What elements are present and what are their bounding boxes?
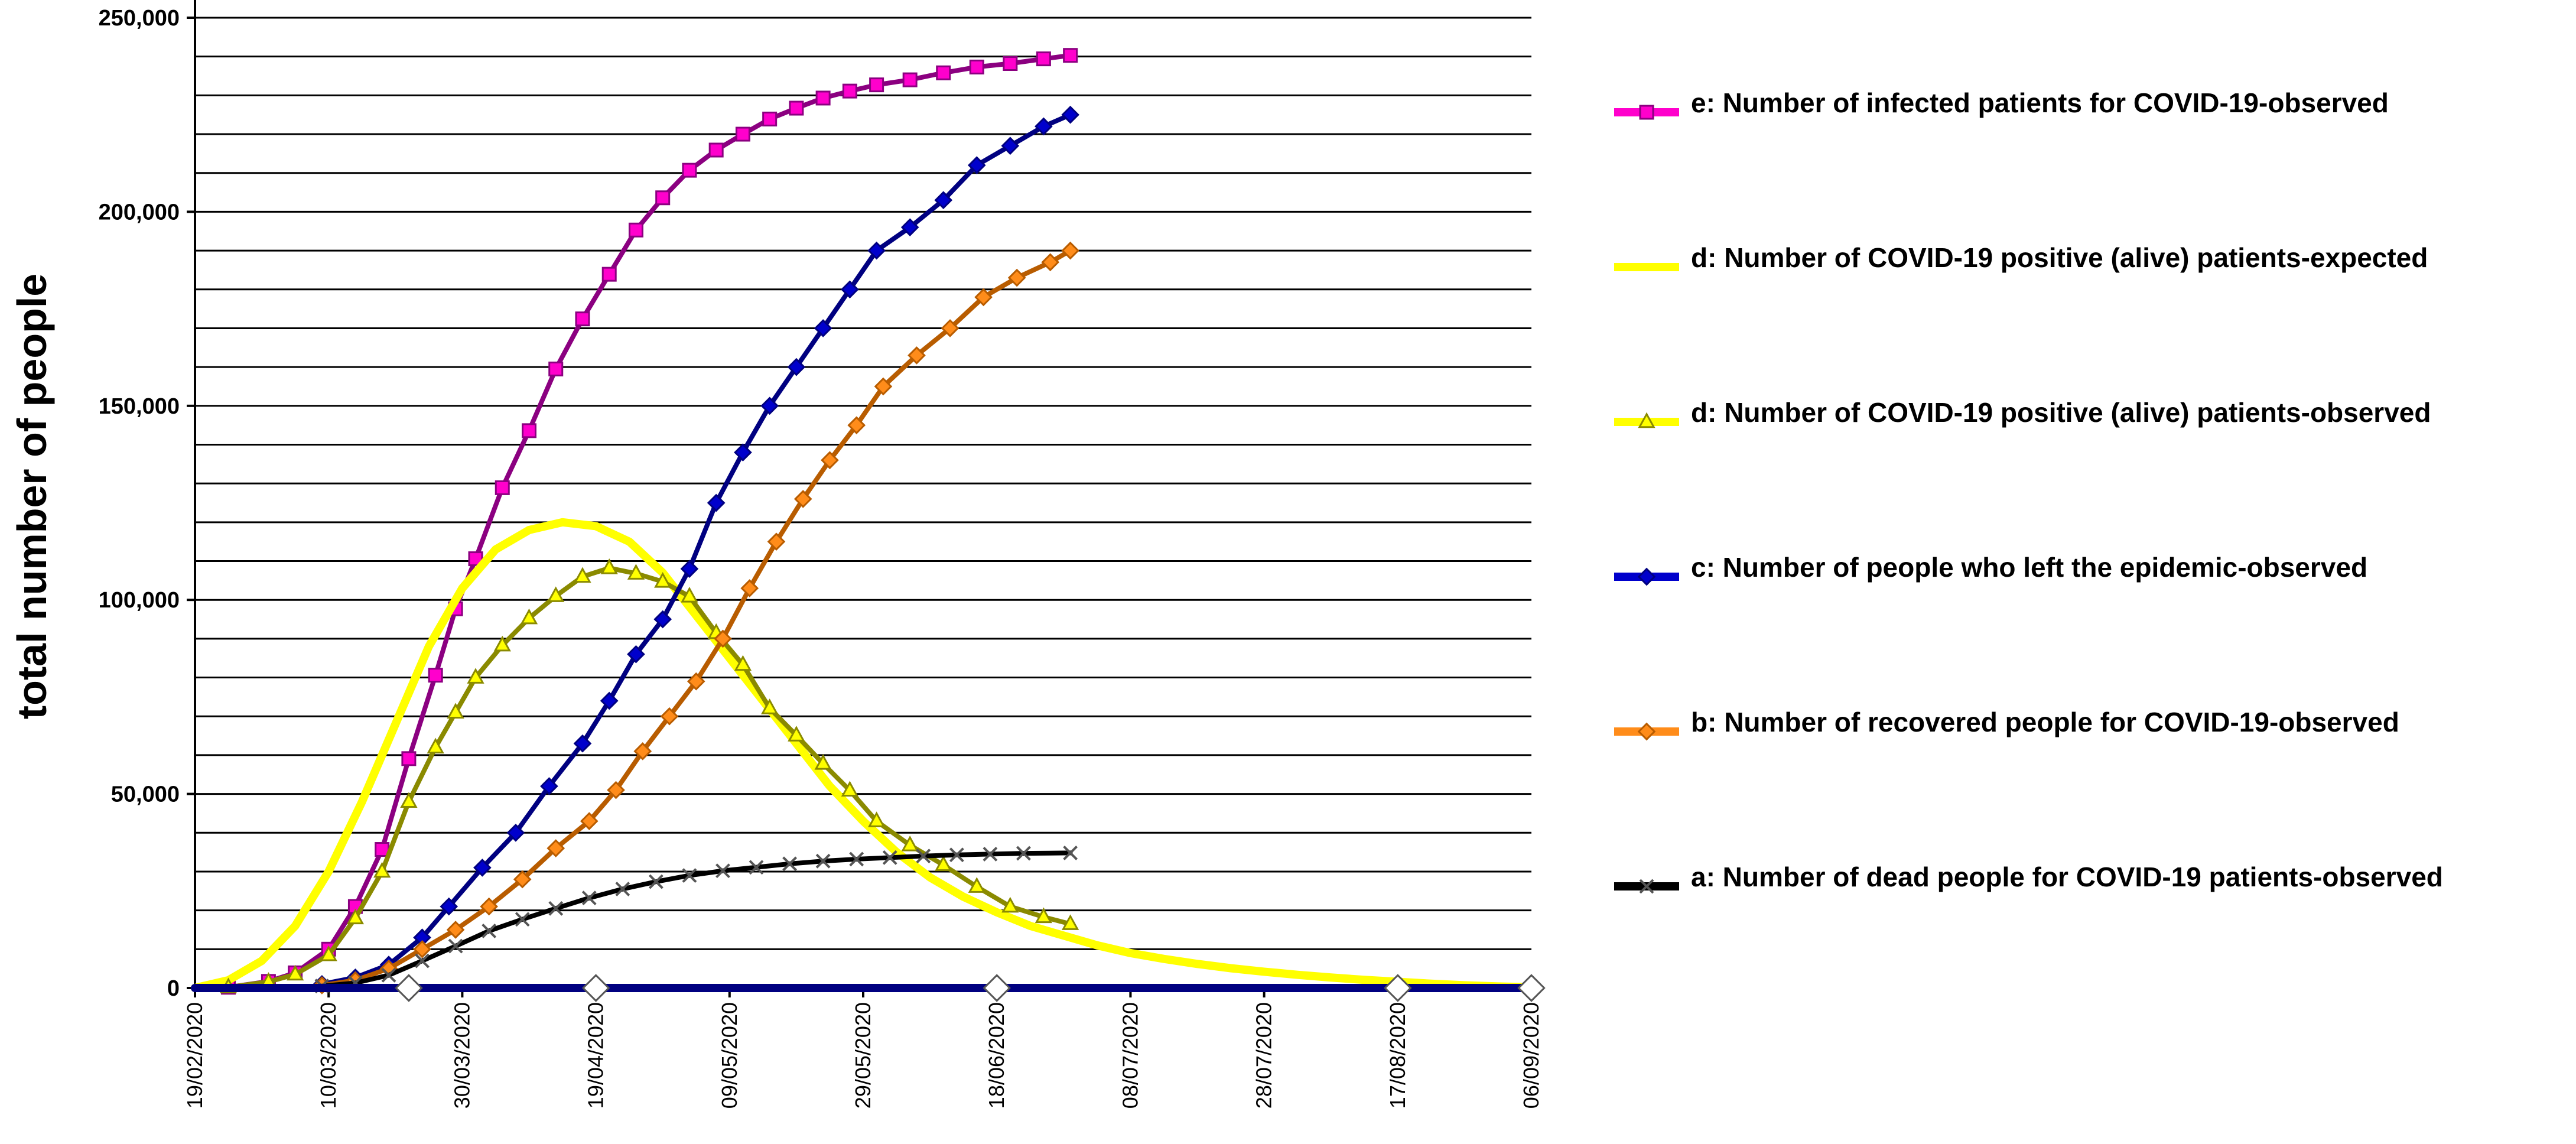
x-tick-label: 29/05/2020: [851, 1002, 875, 1109]
data-point: [656, 191, 669, 204]
legend-label: a: Number of dead people for COVID-19 pa…: [1691, 862, 2443, 892]
data-point: [496, 481, 509, 494]
y-tick-label: 0: [167, 976, 180, 1001]
data-point: [603, 268, 616, 281]
legend-label: d: Number of COVID-19 positive (alive) p…: [1691, 397, 2431, 428]
legend-label: e: Number of infected patients for COVID…: [1691, 87, 2389, 118]
data-point: [576, 313, 589, 326]
legend-item: a: Number of dead people for COVID-19 pa…: [1614, 862, 2443, 893]
data-point: [629, 223, 642, 236]
data-point: [1640, 106, 1653, 119]
legend-item: e: Number of infected patients for COVID…: [1614, 87, 2389, 119]
data-point: [843, 84, 856, 98]
x-tick-label: 10/03/2020: [316, 1002, 340, 1109]
legend-item: d: Number of COVID-19 positive (alive) p…: [1614, 242, 2428, 273]
data-point: [937, 66, 950, 79]
legend-item: d: Number of COVID-19 positive (alive) p…: [1614, 397, 2431, 428]
data-point: [763, 112, 776, 125]
legend-label: d: Number of COVID-19 positive (alive) p…: [1691, 242, 2428, 273]
data-point: [970, 60, 983, 73]
x-tick-label: 19/04/2020: [584, 1002, 608, 1109]
legend-item: b: Number of recovered people for COVID-…: [1614, 707, 2399, 739]
x-tick-label: 09/05/2020: [717, 1002, 741, 1109]
legend-label: b: Number of recovered people for COVID-…: [1691, 707, 2399, 737]
data-point: [1064, 49, 1077, 62]
y-tick-label: 100,000: [99, 588, 180, 613]
y-tick-label: 150,000: [99, 394, 180, 419]
x-tick-label: 18/06/2020: [984, 1002, 1009, 1109]
x-tick-label: 08/07/2020: [1118, 1002, 1142, 1109]
legend-item: c: Number of people who left the epidemi…: [1614, 552, 2367, 584]
legend-label: c: Number of people who left the epidemi…: [1691, 552, 2367, 583]
data-point: [790, 102, 803, 115]
y-axis-label: total number of people: [9, 274, 55, 719]
x-tick-label: 06/09/2020: [1519, 1002, 1543, 1109]
data-point: [736, 128, 749, 141]
data-point: [683, 164, 696, 177]
data-point: [549, 362, 562, 375]
data-point: [1004, 57, 1017, 70]
y-tick-label: 200,000: [99, 200, 180, 225]
x-tick-label: 19/02/2020: [183, 1002, 207, 1109]
y-tick-label: 250,000: [99, 6, 180, 31]
x-tick-label: 30/03/2020: [450, 1002, 474, 1109]
data-point: [523, 424, 536, 437]
data-point: [429, 669, 442, 682]
data-point: [1037, 53, 1050, 66]
x-tick-label: 17/08/2020: [1385, 1002, 1410, 1109]
data-point: [402, 752, 415, 765]
data-point: [870, 79, 883, 92]
data-point: [903, 73, 916, 86]
data-point: [710, 144, 723, 157]
y-tick-label: 50,000: [111, 782, 180, 807]
data-point: [817, 92, 830, 105]
x-tick-label: 28/07/2020: [1252, 1002, 1276, 1109]
